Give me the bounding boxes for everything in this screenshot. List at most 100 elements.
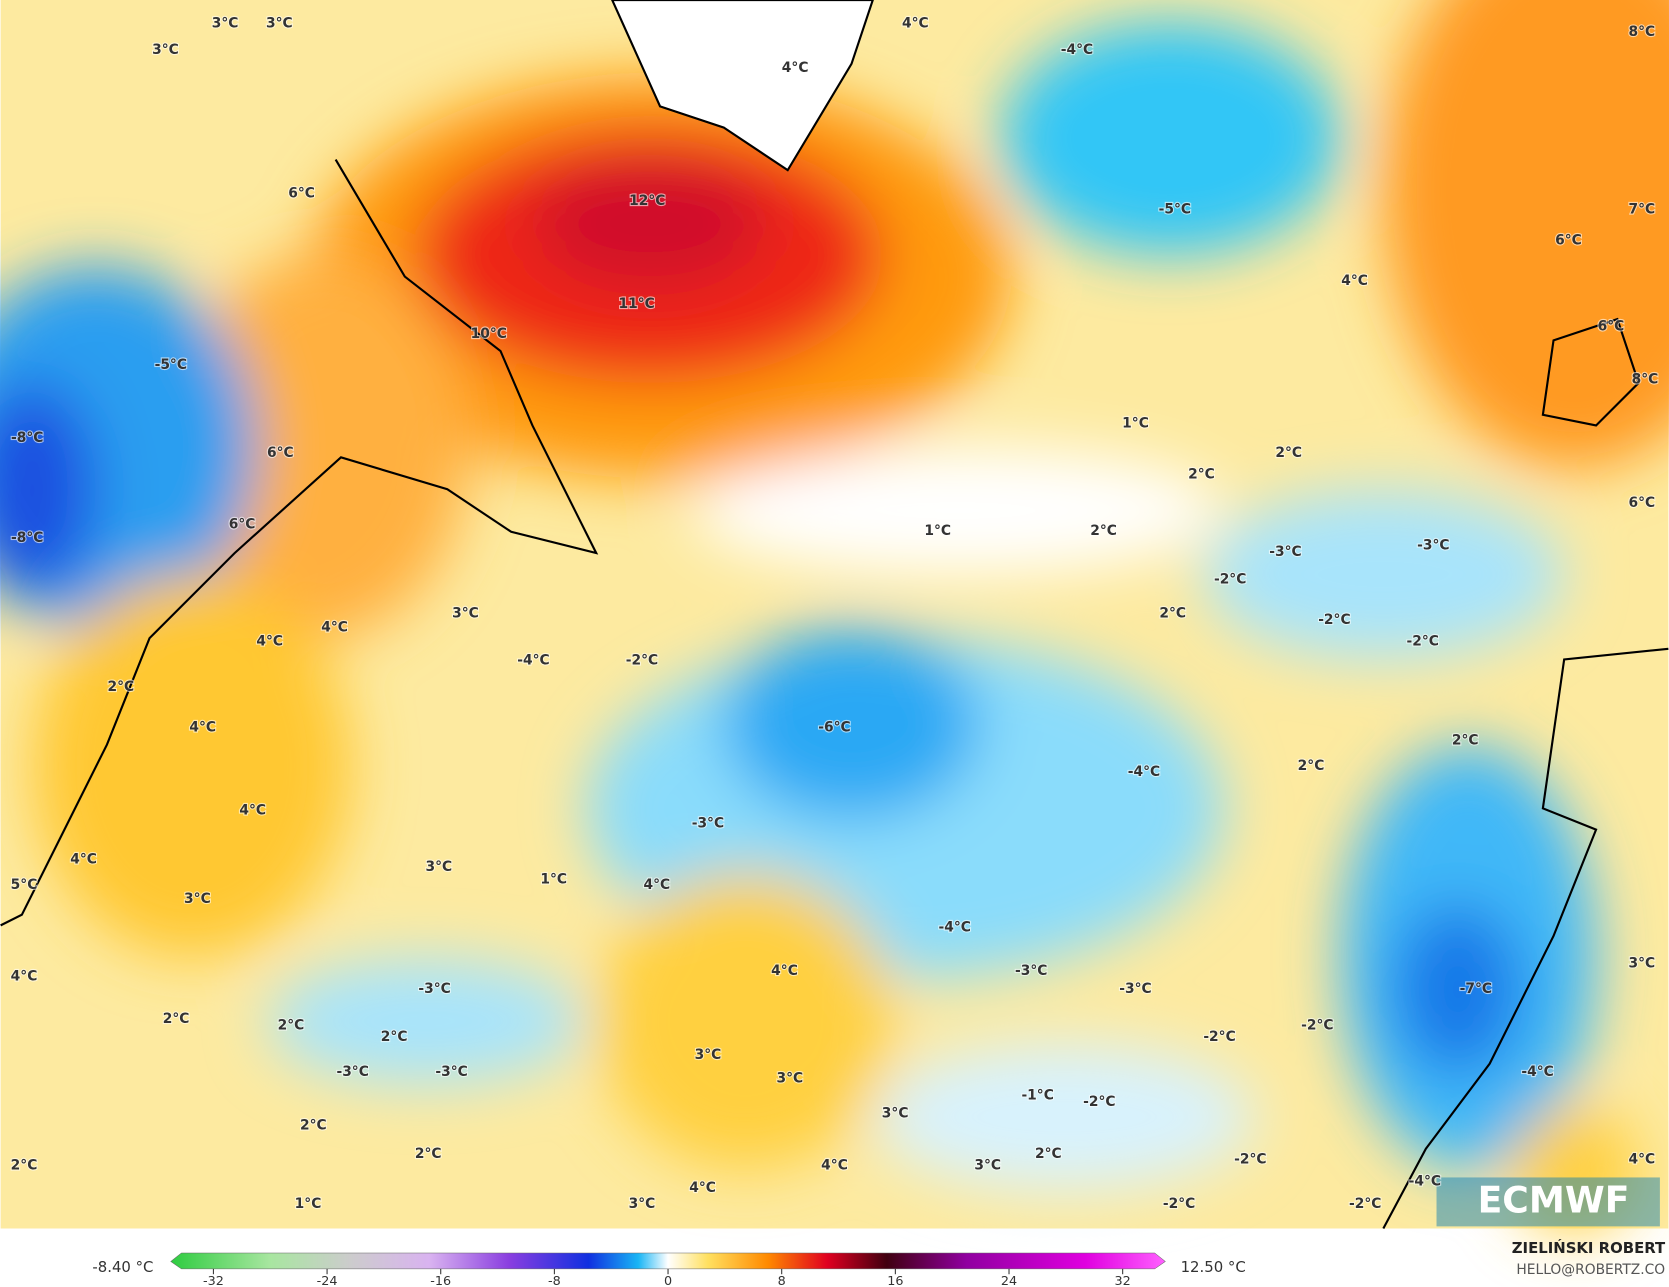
temp-label: -2°C (1214, 572, 1246, 588)
temp-label: 5°C (11, 877, 38, 893)
temp-label: -2°C (1318, 612, 1350, 628)
temp-label: 4°C (321, 620, 348, 636)
temp-label: -5°C (155, 357, 187, 373)
temp-label: -3°C (1269, 544, 1301, 560)
temp-label: 3°C (266, 15, 293, 31)
temp-label: 10°C (471, 326, 507, 342)
temp-label: 2°C (300, 1117, 327, 1133)
temp-label: -3°C (336, 1064, 368, 1080)
temp-label: -5°C (1159, 202, 1191, 218)
temp-label: -8°C (11, 530, 43, 546)
temp-label: -2°C (1234, 1151, 1266, 1167)
temp-label: -3°C (418, 981, 450, 997)
temp-label: 6°C (1598, 319, 1625, 335)
temp-label: 3°C (974, 1158, 1001, 1174)
temp-label: -4°C (1061, 42, 1093, 58)
credit-contact: HELLO@ROBERTZ.CO (1516, 1262, 1665, 1278)
colorbar-tick-label: 32 (1115, 1274, 1131, 1287)
map: ECMWF (0, 0, 1669, 1234)
temp-label: 3°C (882, 1106, 909, 1122)
temp-label: -2°C (1406, 633, 1438, 649)
temp-label: 3°C (425, 859, 452, 875)
temp-label: 7°C (1628, 202, 1655, 218)
temp-label: -6°C (818, 720, 850, 736)
temp-label: -3°C (692, 815, 724, 831)
temp-label: 2°C (1298, 758, 1325, 774)
temp-label: 1°C (295, 1196, 322, 1212)
temp-label: -2°C (626, 653, 658, 669)
temp-label: 8°C (1632, 372, 1659, 388)
temp-label: 2°C (278, 1017, 305, 1033)
temp-label: 3°C (152, 42, 179, 58)
temp-label: 3°C (212, 15, 239, 31)
temp-label: 2°C (1452, 732, 1479, 748)
temp-label: 1°C (924, 523, 951, 539)
temp-label: 2°C (1090, 523, 1117, 539)
temp-label: -7°C (1460, 981, 1492, 997)
temp-label: 1°C (540, 872, 567, 888)
max-label: 12.50 °C (1181, 1258, 1246, 1276)
temp-label: 2°C (415, 1146, 442, 1162)
temp-label: 4°C (256, 633, 283, 649)
temp-label: 12°C (629, 193, 665, 209)
temp-label: 6°C (267, 445, 294, 461)
temp-label: 4°C (782, 60, 809, 76)
temp-label: 6°C (229, 516, 256, 532)
temp-label: 3°C (629, 1196, 656, 1212)
temp-label: -8°C (11, 430, 43, 446)
colorbar-tick-label: 0 (664, 1274, 672, 1287)
colorbar-tick-label: -16 (430, 1274, 451, 1287)
temp-label: 1°C (1122, 415, 1149, 431)
temp-label: 3°C (1628, 956, 1655, 972)
temp-label: 2°C (1275, 445, 1302, 461)
temp-label: -2°C (1163, 1196, 1195, 1212)
temp-label: -2°C (1349, 1196, 1381, 1212)
temp-label: 4°C (239, 802, 266, 818)
labels: 3°C 3°C 3°C 4°C 4°C -4°C 8°C 6°C 12°C -5°C 7°C 6°C 1… (10, 14, 1660, 1213)
colorbar-tick-label: -8 (548, 1274, 561, 1287)
temp-label: 4°C (11, 968, 38, 984)
temp-label: -2°C (1301, 1017, 1333, 1033)
colorbar-strip (170, 1252, 1166, 1270)
temp-label: 2°C (163, 1011, 190, 1027)
temp-label: 2°C (107, 679, 134, 695)
temp-label: -3°C (1417, 538, 1449, 554)
colorbar-tick-label: 16 (887, 1274, 903, 1287)
temp-label: 6°C (1555, 232, 1582, 248)
temp-label: -2°C (1083, 1094, 1115, 1110)
temp-label: 4°C (189, 720, 216, 736)
temp-label: 3°C (776, 1071, 803, 1087)
temp-label: 4°C (70, 851, 97, 867)
temp-label: 8°C (1628, 24, 1655, 40)
min-label: -8.40 °C (92, 1258, 153, 1276)
temp-label: -3°C (1015, 963, 1047, 979)
temp-label: 4°C (1628, 1151, 1655, 1167)
temp-label: -4°C (517, 653, 549, 669)
temp-label: -3°C (435, 1064, 467, 1080)
temp-label: 2°C (1188, 466, 1215, 482)
temp-label: 6°C (288, 186, 315, 202)
temp-label: -4°C (1128, 764, 1160, 780)
temp-label: 4°C (821, 1158, 848, 1174)
credit-name: ZIELIŃSKI ROBERT (1512, 1239, 1666, 1257)
temp-label: 6°C (1628, 495, 1655, 511)
temp-label: 4°C (771, 963, 798, 979)
colorbar-tick-label: 8 (778, 1274, 786, 1287)
logo: ECMWF (1478, 1179, 1630, 1222)
colorbar-tick-label: -24 (317, 1274, 338, 1287)
temp-label: 4°C (902, 15, 929, 31)
temp-label: -4°C (1409, 1174, 1441, 1190)
temp-label: 4°C (689, 1180, 716, 1196)
temp-label: 2°C (1035, 1146, 1062, 1162)
temp-label: 3°C (452, 606, 479, 622)
temp-label: 2°C (11, 1158, 38, 1174)
temp-label: 3°C (184, 891, 211, 907)
temp-label: -2°C (1203, 1029, 1235, 1045)
temp-label: -4°C (938, 919, 970, 935)
colorbar: -8.40 °C 12.50 °C ZIELIŃSKI ROBERT HELLO… (92, 1239, 1666, 1287)
temp-label: 4°C (644, 877, 671, 893)
temp-label: -4°C (1521, 1064, 1553, 1080)
temp-label: 11°C (619, 296, 655, 312)
colorbar-tick-label: -32 (203, 1274, 224, 1287)
